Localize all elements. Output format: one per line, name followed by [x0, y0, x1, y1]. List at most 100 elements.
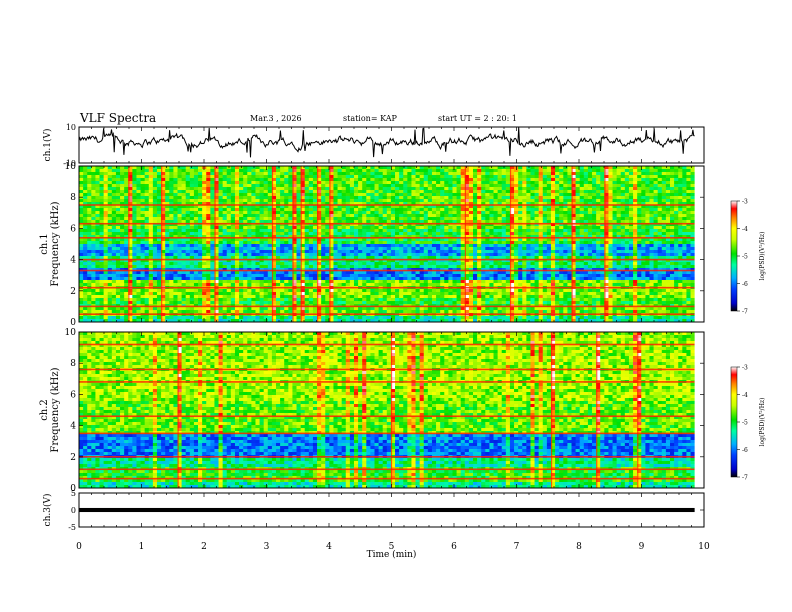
spectrogram-cell: [481, 256, 486, 260]
spectrogram-cell: [169, 175, 174, 179]
spectrogram-cell: [312, 178, 318, 182]
spectrogram-cell: [259, 178, 265, 182]
spectrogram-cell: [300, 232, 306, 236]
spectrogram-cell: [382, 250, 388, 254]
spectrogram-cell: [148, 202, 154, 206]
spectrogram-cell: [403, 226, 408, 230]
spectrogram-cell: [444, 166, 449, 170]
spectrogram-cell: [645, 223, 650, 227]
spectrogram-cell: [312, 220, 318, 224]
spectrogram-cell: [538, 187, 544, 191]
spectrogram-cell: [608, 193, 613, 197]
spectrogram-cell: [247, 178, 252, 182]
spectrogram-cell: [79, 259, 84, 263]
spectrogram-cell: [456, 208, 462, 212]
spectrogram-cell: [300, 202, 306, 206]
spectrogram-cell: [185, 241, 191, 245]
spectrogram-cell: [95, 202, 100, 206]
spectrogram-cell: [604, 199, 609, 203]
spectrogram-cell: [546, 223, 552, 227]
spectrogram-cell: [198, 184, 203, 188]
spectrogram-cell: [624, 259, 630, 263]
spectrogram-cell: [530, 166, 535, 170]
spectrogram-cell: [604, 247, 609, 251]
spectrogram-cell: [390, 232, 396, 236]
spectrogram-cell: [288, 217, 293, 221]
spectrogram-cell: [452, 202, 457, 206]
spectrogram-cell: [128, 202, 133, 206]
spectrogram-cell: [448, 181, 453, 185]
spectrogram-cell: [390, 175, 396, 179]
spectrogram-cell: [206, 250, 211, 254]
spectrogram-cell: [497, 172, 503, 176]
spectrogram-cell: [423, 208, 429, 212]
spectrogram-cell: [403, 172, 408, 176]
spectrogram-cell: [329, 187, 334, 191]
spectrogram-cell: [267, 166, 273, 170]
spectrogram-cell: [239, 214, 244, 218]
spectrogram-cell: [185, 256, 191, 260]
spectrogram-cell: [288, 229, 293, 233]
spectrogram-cell: [583, 250, 589, 254]
spectrogram-cell: [505, 196, 511, 200]
spectrogram-cell: [477, 214, 482, 218]
spectrogram-cell: [95, 223, 100, 227]
spectrogram-cell: [349, 199, 355, 203]
spectrogram-cell: [645, 190, 650, 194]
spectrogram-cell: [505, 172, 511, 176]
spectrogram-cell: [534, 208, 540, 212]
spectrogram-cell: [239, 247, 244, 251]
spectrogram-cell: [501, 184, 507, 188]
spectrogram-cell: [189, 205, 195, 209]
spectrogram-cell: [276, 220, 281, 224]
spectrogram-cell: [550, 172, 556, 176]
spectrogram-cell: [489, 220, 494, 224]
spectrogram-cell: [362, 217, 367, 221]
spectrogram-cell: [423, 181, 429, 185]
spectrogram-cell: [234, 247, 240, 251]
spectrogram-cell: [325, 229, 330, 233]
spectrogram-cell: [239, 169, 244, 173]
spectrogram-cell: [509, 208, 515, 212]
spectrogram-cell: [423, 262, 429, 266]
spectrogram-cell: [358, 214, 363, 218]
spectrogram-cell: [444, 262, 449, 266]
spectrogram-cell: [99, 265, 105, 269]
spectrogram-cell: [477, 190, 482, 194]
spectrogram-cell: [263, 262, 269, 266]
spectrogram-cell: [358, 220, 363, 224]
spectrogram-cell: [674, 259, 679, 263]
spectrogram-cell: [288, 226, 293, 230]
spectrogram-cell: [563, 193, 568, 197]
spectrogram-cell: [111, 208, 117, 212]
spectrogram-cell: [628, 202, 634, 206]
spectrogram-cell: [637, 211, 642, 215]
spectrogram-cell: [633, 211, 638, 215]
spectrogram-cell: [87, 178, 92, 182]
spectrogram-cell: [456, 220, 462, 224]
spectrogram-cell: [641, 217, 646, 221]
spectrogram-cell: [583, 238, 589, 242]
spectrogram-cell: [234, 238, 240, 242]
spectrogram-cell: [522, 247, 527, 251]
spectrogram-cell: [440, 250, 445, 254]
spectrogram-cell: [600, 241, 605, 245]
spectrogram-cell: [460, 214, 466, 218]
spectrogram-cell: [571, 223, 576, 227]
spectrogram-cell: [485, 169, 490, 173]
spectrogram-cell: [419, 211, 425, 215]
spectrogram-cell: [534, 181, 540, 185]
spectrogram-cell: [637, 232, 642, 236]
spectrogram-cell: [645, 229, 650, 233]
spectrogram-cell: [641, 196, 646, 200]
spectrogram-cell: [690, 175, 696, 179]
spectrogram-cell: [468, 217, 474, 221]
spectrogram-cell: [464, 217, 470, 221]
spectrogram-cell: [509, 214, 515, 218]
spectrogram-cell: [674, 193, 679, 197]
spectrogram-cell: [83, 229, 88, 233]
spectrogram-cell: [444, 181, 449, 185]
spectrogram-cell: [341, 250, 347, 254]
spectrogram-cell: [423, 196, 429, 200]
spectrogram-cell: [128, 205, 133, 209]
